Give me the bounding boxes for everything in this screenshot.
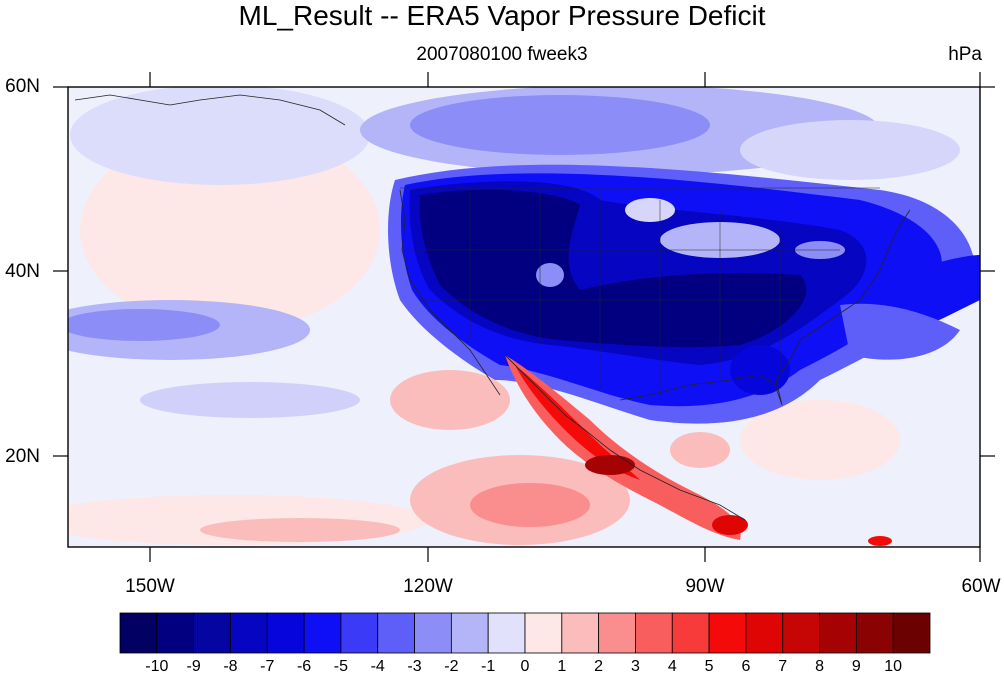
colorbar-label: 9 xyxy=(851,658,861,675)
map-ticks xyxy=(53,72,995,562)
lat-label-60n: 60N xyxy=(5,76,40,97)
lon-label-90w: 90W xyxy=(685,576,725,597)
colorbar-label: 4 xyxy=(667,658,677,675)
colorbar-label: -7 xyxy=(260,658,275,675)
colorbar-label: 2 xyxy=(594,658,604,675)
colorbar-swatch xyxy=(819,612,857,654)
colorbar-swatch xyxy=(524,612,563,654)
colorbar-label: 8 xyxy=(815,658,824,675)
colorbar-label: -5 xyxy=(333,658,349,675)
map-frame xyxy=(67,86,981,548)
colorbar-swatch xyxy=(450,612,489,654)
map-field xyxy=(68,87,980,547)
colorbar-swatch xyxy=(635,612,673,654)
lat-label-40n: 40N xyxy=(5,261,40,282)
colorbar-swatch xyxy=(193,612,231,654)
colorbar-swatch xyxy=(855,612,894,654)
colorbar-label: 5 xyxy=(704,658,714,675)
colorbar-swatch xyxy=(561,612,600,654)
lon-label-150w: 150W xyxy=(125,576,175,597)
colorbar-label: -2 xyxy=(444,658,459,675)
colorbar-label: -1 xyxy=(481,658,496,675)
colorbar xyxy=(119,612,931,654)
colorbar-label: 10 xyxy=(884,658,903,675)
lon-label-60w: 60W xyxy=(961,576,1001,597)
map-subtitle: 2007080100 fweek3 xyxy=(416,44,588,65)
colorbar-label: 1 xyxy=(557,658,567,675)
state-borders xyxy=(400,187,880,395)
colorbar-swatch xyxy=(598,612,636,654)
colorbar-swatch xyxy=(119,612,158,654)
colorbar-swatch xyxy=(745,612,784,654)
colorbar-swatch xyxy=(340,612,379,654)
colorbar-label: 7 xyxy=(778,658,788,675)
colorbar-swatch xyxy=(487,612,526,654)
map-title: ML_Result -- ERA5 Vapor Pressure Deficit xyxy=(238,0,766,31)
colorbar-label: 6 xyxy=(741,658,751,675)
colorbar-swatch xyxy=(303,612,342,654)
colorbar-label: -3 xyxy=(407,658,422,675)
colorbar-label: -9 xyxy=(186,658,201,675)
colorbar-swatch xyxy=(414,612,452,654)
colorbar-label: 3 xyxy=(631,658,640,675)
colorbar-swatch xyxy=(266,612,305,654)
colorbar-swatch xyxy=(671,612,710,654)
colorbar-swatch xyxy=(377,612,415,654)
units-label: hPa xyxy=(948,44,982,65)
colorbar-swatch xyxy=(782,612,820,654)
coastlines xyxy=(74,94,911,521)
colorbar-swatch xyxy=(230,612,268,654)
colorbar-label: -10 xyxy=(145,658,169,675)
colorbar-swatch xyxy=(708,612,747,654)
colorbar-label: 0 xyxy=(520,658,530,675)
lat-label-20n: 20N xyxy=(5,446,40,467)
colorbar-label: -4 xyxy=(370,658,385,675)
colorbar-swatch xyxy=(892,612,931,654)
colorbar-label: -8 xyxy=(223,658,238,675)
colorbar-label: -6 xyxy=(296,658,312,675)
colorbar-swatch xyxy=(156,612,195,654)
lon-label-120w: 120W xyxy=(403,576,453,597)
